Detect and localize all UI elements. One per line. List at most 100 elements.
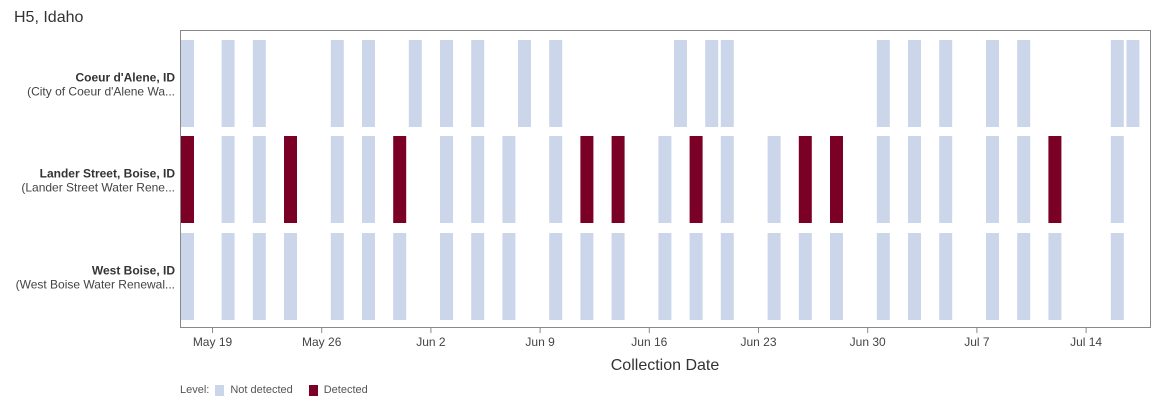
x-tick-label-may-19: May 19 [193,335,233,349]
sample-lander-street-boise-id-17-detected [798,136,812,223]
sample-coeur-d-alene-id-9-not-detected [549,40,563,127]
site-labels: Coeur d'Alene, ID(City of Coeur d'Alene … [16,71,176,292]
x-tick-label-jun-9: Jun 9 [525,335,555,349]
x-axis: May 19 May 26 Jun 2 Jun 9 Jun 16 Jun 23 Jun 30… [193,328,1102,349]
x-tick-label-jun-2: Jun 2 [416,335,446,349]
sample-west-boise-id-11-not-detected [580,233,594,320]
sample-lander-street-boise-id-9-not-detected [502,136,516,223]
sample-coeur-d-alene-id-17-not-detected [1017,40,1031,127]
sample-lander-street-boise-id-24-detected [1048,136,1062,223]
sample-lander-street-boise-id-20-not-detected [908,136,921,223]
sample-west-boise-id-14-not-detected [689,233,703,320]
sample-lander-street-boise-id-25-not-detected [1110,136,1124,223]
sample-lander-street-boise-id-13-not-detected [658,136,672,223]
sample-coeur-d-alene-id-5-not-detected [408,40,422,127]
sample-west-boise-id-9-not-detected [502,233,516,320]
sample-coeur-d-alene-id-11-not-detected [705,40,719,127]
sample-lander-street-boise-id-5-not-detected [362,136,375,223]
sample-coeur-d-alene-id-19-not-detected [1126,40,1140,127]
sample-lander-street-boise-id-15-not-detected [720,136,734,223]
site-label-lander-street-boise-id: Lander Street, Boise, ID [40,167,176,181]
legend-swatch-not-detected [215,384,225,396]
chart-title: H5, Idaho [14,9,84,26]
sample-lander-street-boise-id-14-detected [689,136,703,223]
sample-west-boise-id-22-not-detected [986,233,999,320]
sample-west-boise-id-20-not-detected [908,233,921,320]
sample-lander-street-boise-id-4-not-detected [330,136,344,223]
sample-lander-street-boise-id-2-not-detected [252,136,266,223]
site-sublabel-lander-street-boise-id: (Lander Street Water Rene... [21,181,175,195]
sample-west-boise-id-10-not-detected [549,233,563,320]
sample-west-boise-id-25-not-detected [1110,233,1124,320]
x-tick-label-jun-23: Jun 23 [740,335,776,349]
sample-lander-street-boise-id-10-not-detected [549,136,563,223]
x-tick-label-jun-30: Jun 30 [850,335,886,349]
site-label-coeur-d-alene-id: Coeur d'Alene, ID [75,71,175,85]
sample-lander-street-boise-id-0-detected [181,136,194,223]
sample-coeur-d-alene-id-8-not-detected [518,40,531,127]
legend-swatch-detected [308,384,318,396]
sample-west-boise-id-12-not-detected [611,233,625,320]
sample-west-boise-id-0-not-detected [181,233,194,320]
site-sublabel-west-boise-id: (West Boise Water Renewal... [16,278,175,292]
sample-west-boise-id-6-not-detected [393,233,407,320]
x-tick-label-jul-14: Jul 14 [1070,335,1102,349]
x-tick-label-may-26: May 26 [302,335,342,349]
legend: Level: Not detected Detected [180,384,378,396]
sample-west-boise-id-7-not-detected [440,233,453,320]
site-label-west-boise-id: West Boise, ID [92,264,175,278]
sample-lander-street-boise-id-19-not-detected [876,136,890,223]
sample-lander-street-boise-id-22-not-detected [986,136,999,223]
sample-west-boise-id-4-not-detected [330,233,344,320]
sample-west-boise-id-5-not-detected [362,233,375,320]
sample-coeur-d-alene-id-1-not-detected [221,40,235,127]
sample-marks [181,40,1140,320]
sample-coeur-d-alene-id-7-not-detected [471,40,485,127]
sample-west-boise-id-21-not-detected [939,233,953,320]
sample-coeur-d-alene-id-18-not-detected [1110,40,1124,127]
sample-coeur-d-alene-id-14-not-detected [908,40,921,127]
sample-lander-street-boise-id-6-detected [393,136,407,223]
sample-west-boise-id-19-not-detected [876,233,890,320]
sample-coeur-d-alene-id-13-not-detected [876,40,890,127]
sample-lander-street-boise-id-23-not-detected [1017,136,1031,223]
sample-coeur-d-alene-id-3-not-detected [330,40,344,127]
x-tick-label-jul-7: Jul 7 [964,335,990,349]
site-sublabel-coeur-d-alene-id: (City of Coeur d'Alene Wa... [27,85,175,99]
plot-area-frame [180,30,1151,328]
sample-coeur-d-alene-id-12-not-detected [720,40,734,127]
sample-lander-street-boise-id-12-detected [611,136,625,223]
sample-west-boise-id-8-not-detected [471,233,485,320]
legend-label-not-detected: Not detected [230,384,293,396]
sample-coeur-d-alene-id-4-not-detected [362,40,375,127]
x-axis-label: Collection Date [611,357,720,374]
sample-coeur-d-alene-id-10-not-detected [674,40,687,127]
legend-item-not-detected: Not detected [215,384,293,396]
sample-lander-street-boise-id-7-not-detected [440,136,453,223]
sample-west-boise-id-15-not-detected [720,233,734,320]
sample-lander-street-boise-id-21-not-detected [939,136,953,223]
sample-coeur-d-alene-id-2-not-detected [252,40,266,127]
x-tick-label-jun-16: Jun 16 [631,335,667,349]
sample-coeur-d-alene-id-0-not-detected [181,40,194,127]
legend-label-detected: Detected [323,384,368,396]
sample-lander-street-boise-id-8-not-detected [471,136,485,223]
sample-west-boise-id-24-not-detected [1048,233,1062,320]
legend-title: Level: [180,384,210,396]
sample-west-boise-id-1-not-detected [221,233,235,320]
sample-lander-street-boise-id-3-detected [284,136,297,223]
sample-west-boise-id-17-not-detected [798,233,812,320]
sample-west-boise-id-23-not-detected [1017,233,1031,320]
sample-coeur-d-alene-id-16-not-detected [986,40,999,127]
sample-coeur-d-alene-id-15-not-detected [939,40,953,127]
sample-lander-street-boise-id-18-detected [830,136,843,223]
sample-west-boise-id-18-not-detected [830,233,843,320]
sample-lander-street-boise-id-16-not-detected [767,136,781,223]
sample-coeur-d-alene-id-6-not-detected [440,40,453,127]
legend-item-detected: Detected [308,384,368,396]
sample-west-boise-id-13-not-detected [658,233,672,320]
sample-lander-street-boise-id-11-detected [580,136,594,223]
sample-lander-street-boise-id-1-not-detected [221,136,235,223]
sample-west-boise-id-2-not-detected [252,233,266,320]
